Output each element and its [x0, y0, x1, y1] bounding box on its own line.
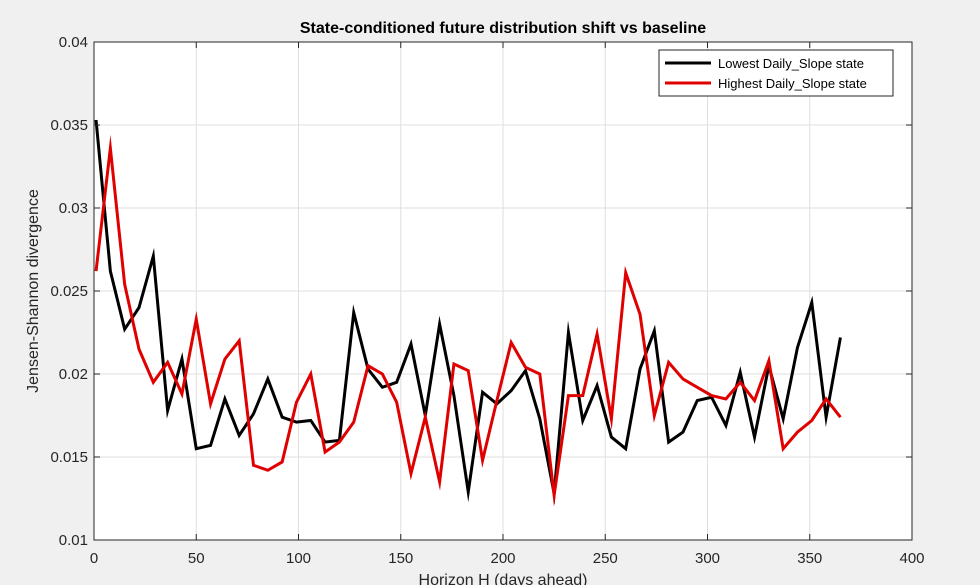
y-tick-label: 0.02: [59, 366, 88, 383]
series-layer: [94, 119, 842, 507]
x-tick-label: 100: [286, 550, 311, 567]
x-axis-label: Horizon H (days ahead): [419, 572, 588, 585]
x-tick-label: 300: [695, 550, 720, 567]
series-line-lowest: [94, 119, 842, 505]
chart-title: State-conditioned future distribution sh…: [300, 20, 706, 37]
y-tick-label: 0.04: [59, 34, 88, 51]
y-tick-label: 0.035: [50, 117, 88, 134]
x-tick-label: 50: [188, 550, 205, 567]
legend-label-lowest: Lowest Daily_Slope state: [718, 56, 864, 71]
legend-box: [658, 49, 894, 97]
y-tick-label: 0.01: [59, 532, 88, 549]
x-tick-label: 250: [593, 550, 618, 567]
legend: Lowest Daily_Slope state Highest Daily_S…: [658, 49, 894, 97]
tick-labels: 0 50 100 150 200 250 300 350 400 0.01 0.015 0.02 0.0…: [50, 34, 924, 567]
y-axis-label: Jensen-Shannon divergence: [25, 189, 42, 393]
x-tick-label: 150: [388, 550, 413, 567]
x-tick-label: 0: [90, 550, 98, 567]
legend-label-highest: Highest Daily_Slope state: [718, 76, 867, 91]
x-tick-label: 400: [899, 550, 924, 567]
y-tick-label: 0.03: [59, 200, 88, 217]
ticks: [93, 41, 913, 541]
y-tick-label: 0.025: [50, 283, 88, 300]
y-tick-label: 0.015: [50, 449, 88, 466]
x-tick-label: 350: [797, 550, 822, 567]
series-line-highest: [94, 134, 842, 507]
x-tick-label: 200: [490, 550, 515, 567]
